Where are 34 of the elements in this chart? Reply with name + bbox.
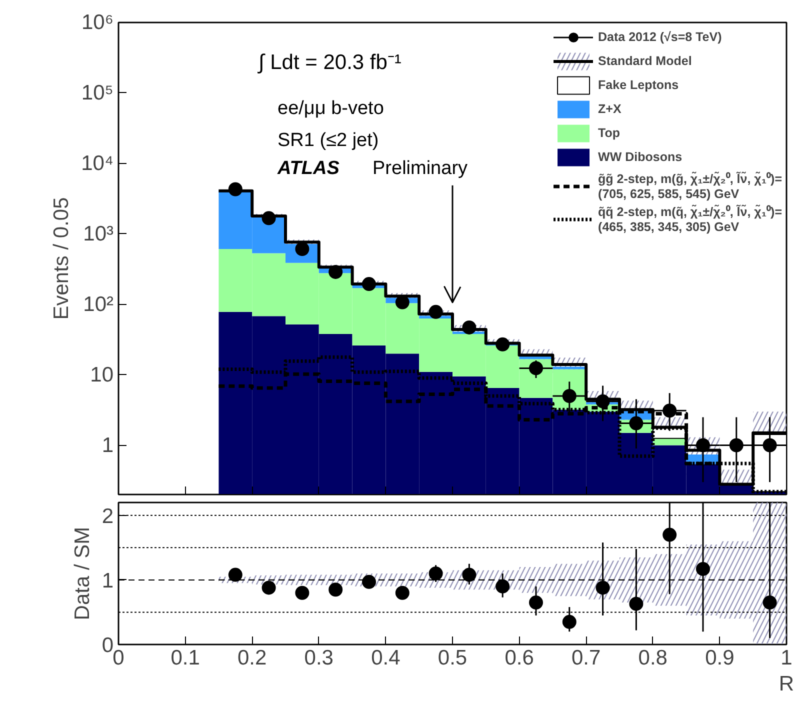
y-tick-label: 10²: [83, 292, 114, 316]
y-axis-title: Events / 0.05: [50, 197, 74, 320]
y-tick-label: 10⁵: [81, 81, 114, 104]
y-axis-title: Data / SM: [70, 526, 94, 620]
annotation: Preliminary: [372, 158, 468, 179]
x-tick-label: 0.3: [304, 646, 334, 670]
legend-label: WW Dibosons: [598, 150, 682, 164]
legend-label: Fake Leptons: [598, 78, 679, 92]
x-tick-label: 0.2: [238, 646, 267, 670]
x-tick-label: 0.7: [572, 646, 601, 670]
annotation: ATLAS: [276, 158, 340, 179]
y-tick-label: 10: [90, 363, 114, 386]
annotation: SR1 (≤2 jet): [278, 130, 379, 151]
y-tick-label: 10⁴: [81, 152, 114, 175]
legend-label: Data 2012 (√s=8 TeV): [598, 30, 722, 44]
legend-label: q̃q̃ 2-step, m(q̃, χ̃₁±/χ̃₂⁰, l̃ν̃, χ̃₁⁰)= (465, 385, 345, 305) GeV: [598, 204, 782, 234]
y-tick-label: 1: [102, 569, 114, 592]
legend-label: Top: [598, 126, 620, 140]
y-tick-label: 2: [102, 504, 114, 528]
legend-label: Standard Model: [598, 54, 692, 68]
x-tick-label: 0.5: [438, 646, 468, 670]
x-axis-title: R: [778, 672, 794, 696]
x-tick-label: 0.6: [504, 646, 534, 670]
legend-label: Z+X: [598, 102, 622, 116]
x-tick-label: 0.4: [371, 646, 401, 670]
y-tick-label: 1: [102, 434, 114, 457]
y-tick-label: 10⁶: [82, 11, 114, 34]
annotation: ∫ Ldt = 20.3 fb⁻¹: [258, 51, 402, 74]
annotation: ee/μμ b-veto: [278, 98, 384, 119]
y-tick-label: 10³: [83, 222, 114, 246]
x-tick-label: 0.1: [170, 646, 200, 670]
x-tick-label: 0.8: [638, 646, 668, 670]
x-tick-label: 1: [780, 646, 792, 670]
x-tick-label: 0.9: [705, 646, 734, 670]
